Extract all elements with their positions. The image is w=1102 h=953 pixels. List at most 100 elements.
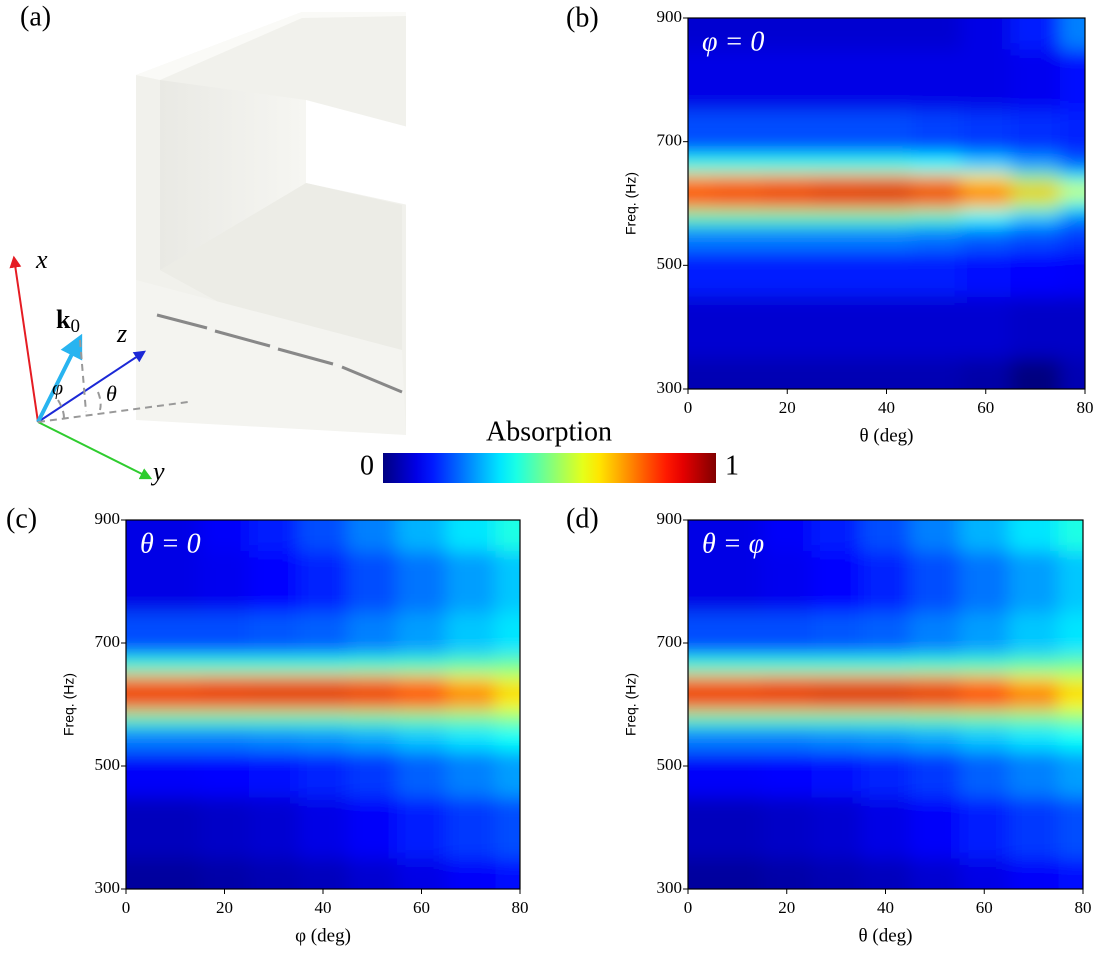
x-tick-label: 60 — [977, 398, 994, 417]
heatmap-cell — [713, 751, 763, 798]
heatmap-cell — [1011, 250, 1061, 297]
k-sub: 0 — [70, 316, 80, 337]
heatmap-cell — [397, 612, 447, 656]
heatmap-cell — [762, 225, 812, 250]
panel-label: (c) — [6, 503, 37, 534]
x-tick-label: 40 — [878, 398, 895, 417]
x-tick-label: 40 — [877, 898, 894, 917]
heatmap-cell — [298, 612, 348, 656]
annotation: θ = 0 — [140, 528, 201, 559]
heatmap-cell — [658, 655, 713, 674]
heatmap-cell — [862, 250, 912, 297]
heatmap-cell — [762, 185, 812, 198]
axis-label: z — [116, 319, 127, 348]
heatmap-cell — [298, 751, 348, 798]
x-tick-label: 80 — [1075, 898, 1092, 917]
heatmap-cell — [861, 751, 911, 798]
heatmap-cell — [811, 490, 861, 551]
heatmap-cell — [1058, 674, 1102, 687]
heatmap-cell — [762, 111, 812, 155]
heatmap-cell — [658, 296, 713, 358]
x-tick-label: 60 — [976, 898, 993, 917]
heatmap-cell — [658, 726, 713, 751]
heatmap-cell — [1060, 185, 1102, 198]
heatmap-panel: 020406080300500700900θ (deg)Freq. (Hz)θ … — [566, 490, 1102, 946]
heatmap-cell — [658, 49, 713, 111]
heatmap-cell — [762, 612, 812, 656]
heatmap-cell — [446, 698, 496, 711]
heatmap-cell — [495, 655, 550, 674]
heatmap-cell — [713, 49, 763, 111]
heatmap-cell — [397, 698, 447, 711]
heatmap-cell — [861, 674, 911, 687]
x-axis-arrow — [14, 258, 38, 422]
heatmap-cell — [861, 686, 911, 699]
heatmap-cell — [348, 655, 398, 674]
colorbar: 01 — [360, 450, 739, 483]
heatmap-cell — [960, 751, 1010, 798]
heatmap-cell — [151, 655, 201, 674]
heatmap-cell — [1058, 698, 1102, 711]
heatmap-cell — [762, 490, 812, 551]
heatmap-cell — [200, 612, 250, 656]
heatmap-cell — [910, 698, 960, 711]
y-axis-label: Freq. (Hz) — [623, 172, 639, 235]
heatmap-cell — [811, 551, 861, 613]
heatmap-cell — [397, 797, 447, 859]
heatmap-cell — [812, 296, 862, 358]
heatmap-cell — [961, 250, 1011, 297]
heatmap-cell — [713, 686, 763, 699]
heatmap-cell — [861, 655, 911, 674]
heatmap-cell — [1011, 225, 1061, 250]
heatmap-cell — [495, 686, 550, 699]
heatmap-cell — [762, 154, 812, 173]
heatmap-cell — [862, 185, 912, 198]
heatmap-cell — [713, 250, 763, 297]
heatmap-cell — [811, 655, 861, 674]
heatmap-cell — [446, 751, 496, 798]
x-tick-label: 80 — [1077, 398, 1094, 417]
heatmap-cell — [811, 698, 861, 711]
heatmap-cell — [911, 154, 961, 173]
heatmap-cell — [911, 250, 961, 297]
heatmap-cell — [762, 551, 812, 613]
heatmap-cell — [151, 698, 201, 711]
heatmap-cell — [960, 490, 1010, 551]
y-axis-label: Freq. (Hz) — [61, 673, 77, 736]
heatmap-cell — [811, 711, 861, 727]
heatmap-cell — [446, 612, 496, 656]
heatmap-cell — [762, 797, 812, 859]
x-tick-label: 60 — [413, 898, 430, 917]
heatmap-cell — [960, 612, 1010, 656]
heatmap-cell — [249, 797, 299, 859]
heatmap-cell — [811, 797, 861, 859]
heatmap-cell — [911, 0, 961, 49]
heatmap-cell — [762, 250, 812, 297]
heatmap-cell — [713, 197, 763, 210]
x-tick-label: 80 — [512, 898, 529, 917]
heatmap-cell — [446, 655, 496, 674]
annotation: φ = 0 — [702, 26, 764, 57]
heatmap-cell — [713, 698, 763, 711]
x-tick-label: 20 — [778, 898, 795, 917]
y-tick-label: 300 — [95, 878, 121, 897]
heatmap-cell — [397, 726, 447, 751]
heatmap-cell — [910, 686, 960, 699]
y-tick-label: 900 — [95, 509, 121, 528]
heatmap-cell — [910, 655, 960, 674]
y-tick-label: 900 — [657, 7, 683, 26]
heatmap-cell — [811, 686, 861, 699]
heatmap-cell — [1060, 296, 1102, 358]
heatmap-cell — [1009, 726, 1059, 751]
heatmap-cell — [910, 674, 960, 687]
heatmap-cell — [812, 197, 862, 210]
heatmap-cell — [812, 173, 862, 186]
heatmap-cell — [812, 0, 862, 49]
heatmap-cell — [397, 655, 447, 674]
heatmap-cell — [397, 674, 447, 687]
heatmap-cell — [446, 674, 496, 687]
heatmap-cell — [812, 49, 862, 111]
colorbar-scale — [383, 453, 716, 483]
heatmap-cell — [1060, 197, 1102, 210]
y-tick-label: 900 — [657, 509, 683, 528]
